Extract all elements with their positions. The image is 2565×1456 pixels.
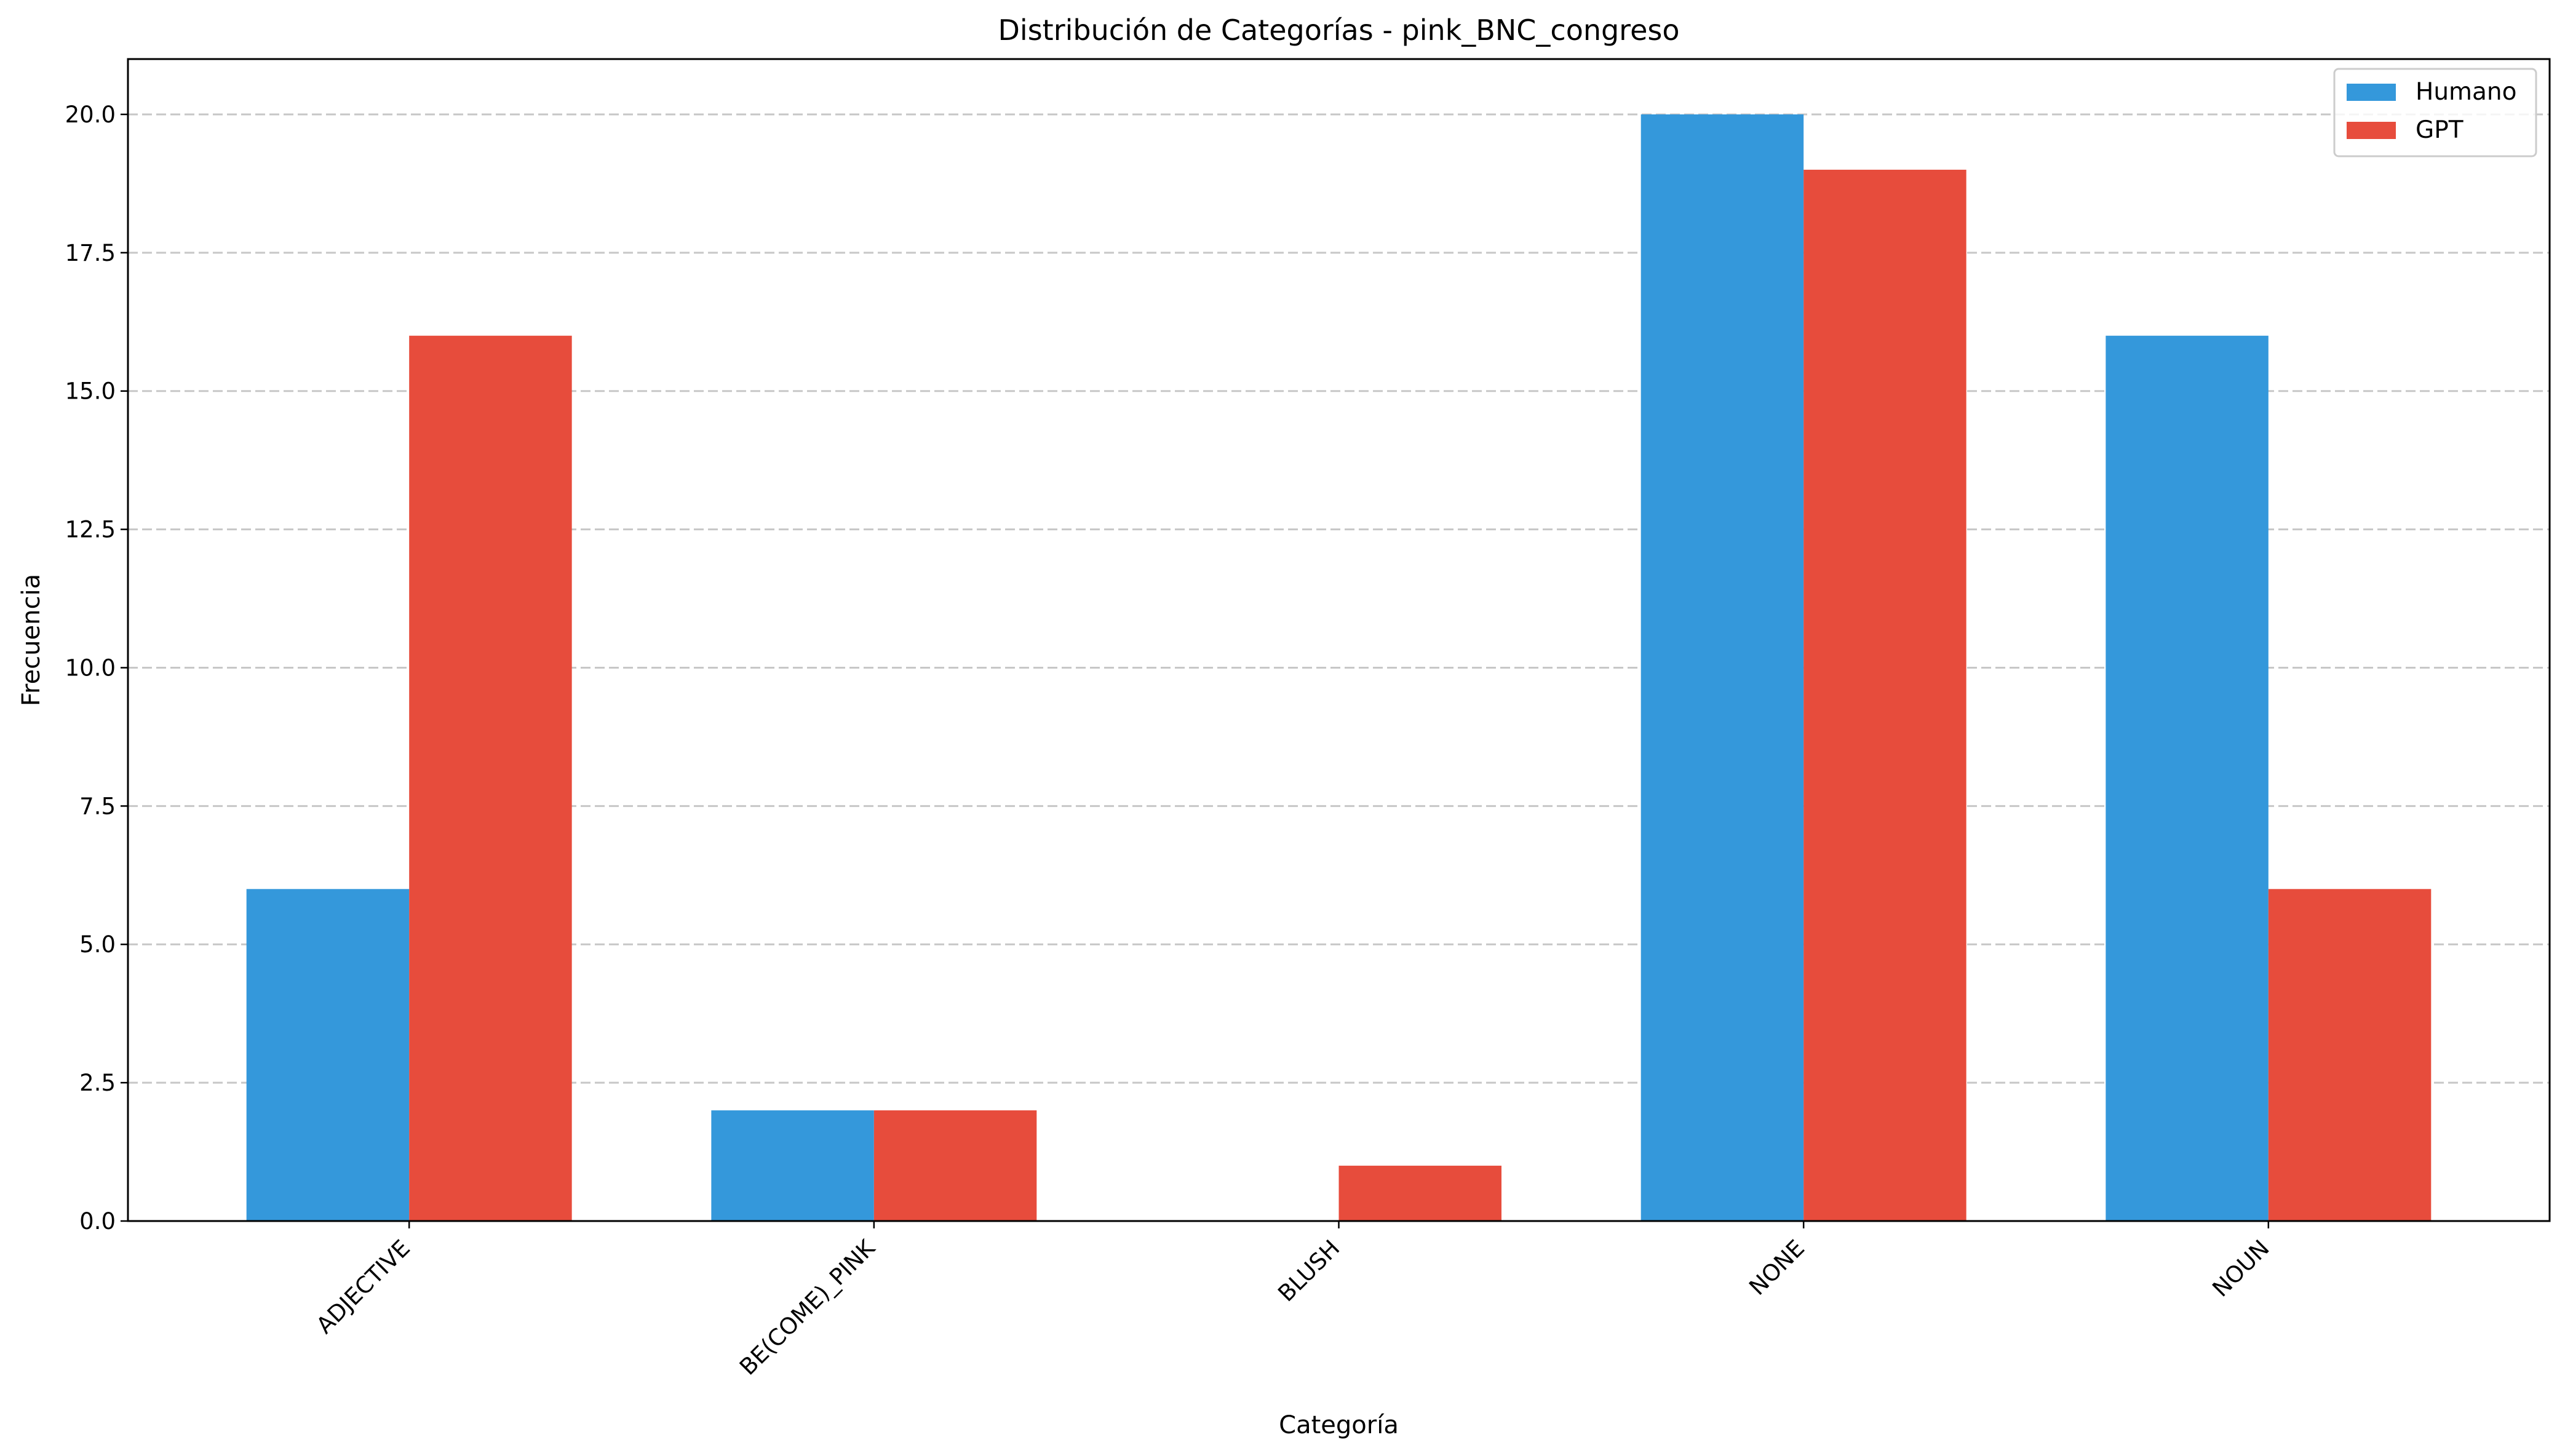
bar-gpt-noun (2268, 889, 2432, 1221)
y-tick-label: 10.0 (65, 654, 116, 681)
x-tick-label: BE(COME)_PINK (734, 1234, 881, 1380)
legend-label-gpt: GPT (2416, 116, 2464, 144)
y-tick-label: 15.0 (65, 378, 116, 405)
bar-humano-adjective (246, 889, 410, 1221)
bars (246, 114, 2432, 1221)
y-tick-label: 20.0 (65, 101, 116, 128)
x-tick-label: BLUSH (1273, 1235, 1345, 1307)
y-tick-label: 2.5 (79, 1070, 116, 1096)
bar-gpt-be(come)_pink (873, 1110, 1037, 1221)
y-tick-label: 5.0 (79, 931, 116, 958)
bar-gpt-none (1803, 169, 1966, 1221)
legend-label-humano: Humano (2416, 78, 2517, 106)
bar-humano-be(come)_pink (711, 1110, 874, 1221)
legend: Humano GPT (2333, 68, 2537, 157)
y-axis-label: Frecuencia (17, 574, 46, 706)
legend-swatch-gpt (2347, 122, 2396, 139)
y-tick-label: 7.5 (79, 793, 116, 819)
bar-humano-noun (2106, 335, 2269, 1221)
x-axis-ticks: ADJECTIVE BE(COME)_PINK BLUSH NONE NOUN (311, 1221, 2275, 1380)
y-tick-label: 17.5 (65, 240, 116, 266)
x-tick-label: ADJECTIVE (311, 1235, 415, 1339)
x-tick-label: NONE (1744, 1235, 1810, 1300)
chart-title: Distribución de Categorías - pink_BNC_co… (998, 14, 1680, 47)
x-tick-label: NOUN (2207, 1235, 2274, 1302)
bar-gpt-blush (1338, 1166, 1501, 1221)
legend-swatch-humano (2347, 84, 2396, 101)
y-axis-ticks: 0.0 2.5 5.0 7.5 10.0 12.5 15.0 17.5 20.0 (65, 101, 128, 1235)
y-tick-label: 12.5 (65, 517, 116, 543)
bar-humano-none (1640, 114, 1804, 1221)
y-tick-label: 0.0 (79, 1208, 116, 1235)
x-axis-label: Categoría (1279, 1411, 1399, 1439)
bar-gpt-adjective (409, 335, 572, 1221)
